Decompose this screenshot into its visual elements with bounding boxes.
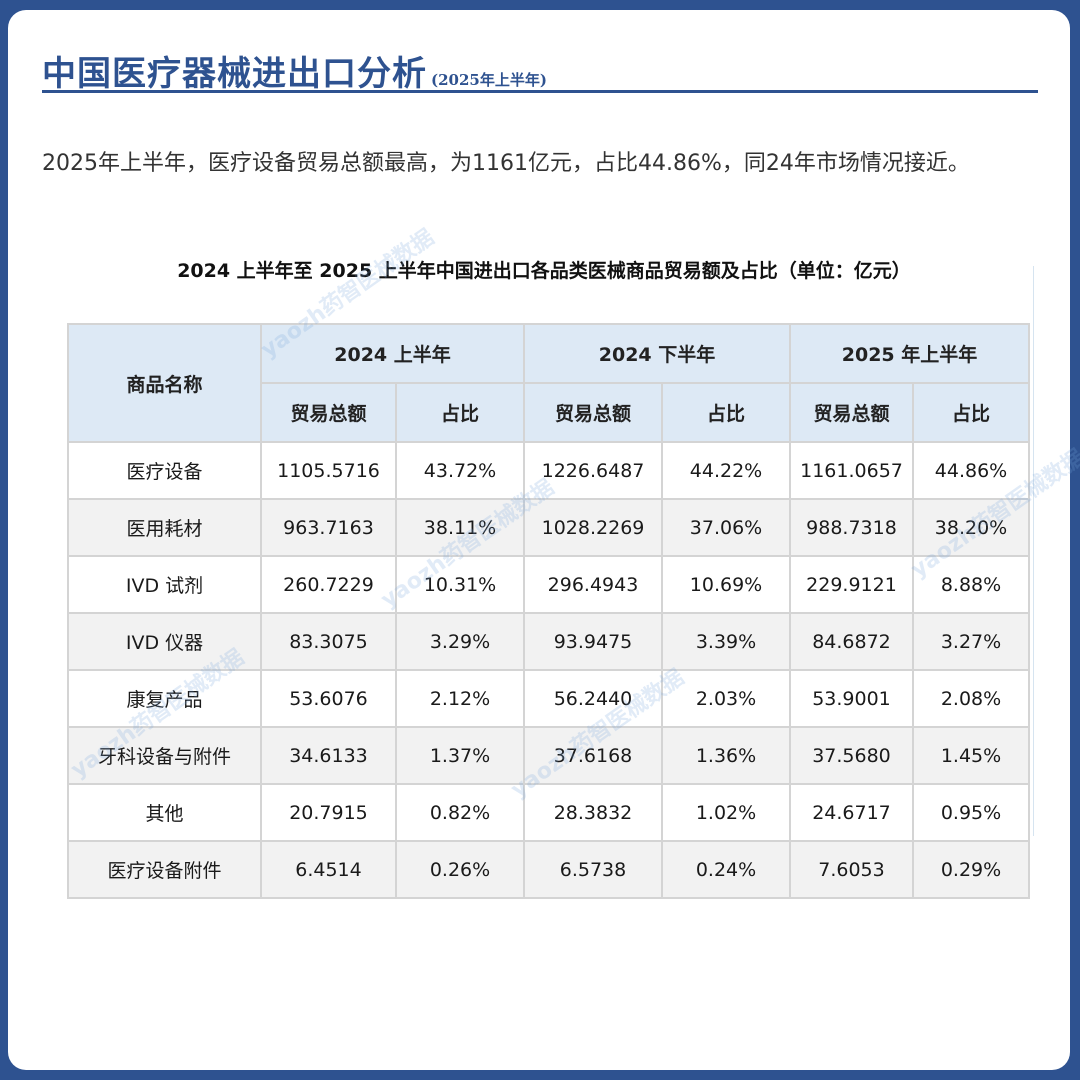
cell-value: 38.11%: [395, 498, 525, 557]
cell-value: 2.08%: [912, 669, 1030, 728]
title-main: 中国医疗器械进出口分析: [42, 54, 427, 94]
cell-value: 229.9121: [789, 555, 914, 614]
product-name: 牙科设备与附件: [67, 726, 262, 785]
cell-value: 6.5738: [523, 840, 663, 899]
title-subtitle: (2025年上半年): [431, 71, 547, 89]
table-row: 牙科设备与附件 34.6133 1.37% 37.6168 1.36% 37.5…: [67, 726, 1030, 785]
summary-paragraph: 2025年上半年，医疗设备贸易总额最高，为1161亿元，占比44.86%，同24…: [42, 151, 970, 176]
table-row: 医用耗材 963.7163 38.11% 1028.2269 37.06% 98…: [67, 498, 1030, 557]
cell-value: 2.12%: [395, 669, 525, 728]
cell-value: 7.6053: [789, 840, 914, 899]
content-card: 中国医疗器械进出口分析 (2025年上半年) 2025年上半年，医疗设备贸易总额…: [8, 10, 1080, 1070]
cell-value: 988.7318: [789, 498, 914, 557]
product-name: 医疗设备附件: [67, 840, 262, 899]
table-caption: 2024 上半年至 2025 上半年中国进出口各品类医械商品贸易额及占比（单位：…: [177, 260, 911, 282]
cell-value: 1105.5716: [260, 441, 397, 500]
header-total-2024h1: 贸易总额: [260, 382, 397, 443]
product-name: 医疗设备: [67, 441, 262, 500]
table-row: 医疗设备 1105.5716 43.72% 1226.6487 44.22% 1…: [67, 441, 1030, 500]
cell-value: 83.3075: [260, 612, 397, 671]
cell-value: 28.3832: [523, 783, 663, 842]
cell-value: 0.26%: [395, 840, 525, 899]
cell-value: 1161.0657: [789, 441, 914, 500]
cell-value: 53.9001: [789, 669, 914, 728]
header-total-2025h1: 贸易总额: [789, 382, 914, 443]
cell-value: 34.6133: [260, 726, 397, 785]
cell-value: 3.39%: [661, 612, 791, 671]
cell-value: 963.7163: [260, 498, 397, 557]
figure-border: [1033, 266, 1034, 836]
header-share-2024h1: 占比: [395, 382, 525, 443]
header-total-2024h2: 贸易总额: [523, 382, 663, 443]
product-name: IVD 试剂: [67, 555, 262, 614]
cell-value: 296.4943: [523, 555, 663, 614]
cell-value: 3.29%: [395, 612, 525, 671]
table-row: 医疗设备附件 6.4514 0.26% 6.5738 0.24% 7.6053 …: [67, 840, 1030, 899]
cell-value: 53.6076: [260, 669, 397, 728]
cell-value: 6.4514: [260, 840, 397, 899]
header-period-2025h1: 2025 年上半年: [789, 323, 1030, 384]
cell-value: 38.20%: [912, 498, 1030, 557]
cell-value: 1.36%: [661, 726, 791, 785]
product-name: 康复产品: [67, 669, 262, 728]
product-name: IVD 仪器: [67, 612, 262, 671]
title-divider: [42, 90, 1038, 93]
cell-value: 10.31%: [395, 555, 525, 614]
cell-value: 0.95%: [912, 783, 1030, 842]
table-figure: 2024 上半年至 2025 上半年中国进出口各品类医械商品贸易额及占比（单位：…: [54, 225, 1080, 916]
cell-value: 44.86%: [912, 441, 1030, 500]
cell-value: 2.03%: [661, 669, 791, 728]
cell-value: 1.37%: [395, 726, 525, 785]
cell-value: 0.24%: [661, 840, 791, 899]
product-name: 医用耗材: [67, 498, 262, 557]
cell-value: 10.69%: [661, 555, 791, 614]
header-period-2024h1: 2024 上半年: [260, 323, 525, 384]
cell-value: 84.6872: [789, 612, 914, 671]
header-period-2024h2: 2024 下半年: [523, 323, 791, 384]
cell-value: 44.22%: [661, 441, 791, 500]
cell-value: 24.6717: [789, 783, 914, 842]
cell-value: 20.7915: [260, 783, 397, 842]
header-share-2025h1: 占比: [912, 382, 1030, 443]
cell-value: 43.72%: [395, 441, 525, 500]
cell-value: 93.9475: [523, 612, 663, 671]
cell-value: 260.7229: [260, 555, 397, 614]
table-row: 其他 20.7915 0.82% 28.3832 1.02% 24.6717 0…: [67, 783, 1030, 842]
trade-table: 商品名称 2024 上半年 2024 下半年 2025 年上半年 贸易总额 占比…: [67, 323, 1030, 899]
cell-value: 0.29%: [912, 840, 1030, 899]
cell-value: 37.5680: [789, 726, 914, 785]
cell-value: 56.2440: [523, 669, 663, 728]
cell-value: 1.02%: [661, 783, 791, 842]
table-row: IVD 试剂 260.7229 10.31% 296.4943 10.69% 2…: [67, 555, 1030, 614]
cell-value: 37.06%: [661, 498, 791, 557]
cell-value: 37.6168: [523, 726, 663, 785]
table-row: IVD 仪器 83.3075 3.29% 93.9475 3.39% 84.68…: [67, 612, 1030, 671]
cell-value: 1.45%: [912, 726, 1030, 785]
header-share-2024h2: 占比: [661, 382, 791, 443]
page-title: 中国医疗器械进出口分析 (2025年上半年): [42, 46, 547, 95]
cell-value: 3.27%: [912, 612, 1030, 671]
cell-value: 8.88%: [912, 555, 1030, 614]
product-name: 其他: [67, 783, 262, 842]
cell-value: 0.82%: [395, 783, 525, 842]
table-row: 康复产品 53.6076 2.12% 56.2440 2.03% 53.9001…: [67, 669, 1030, 728]
cell-value: 1226.6487: [523, 441, 663, 500]
header-product-name: 商品名称: [67, 323, 262, 443]
cell-value: 1028.2269: [523, 498, 663, 557]
